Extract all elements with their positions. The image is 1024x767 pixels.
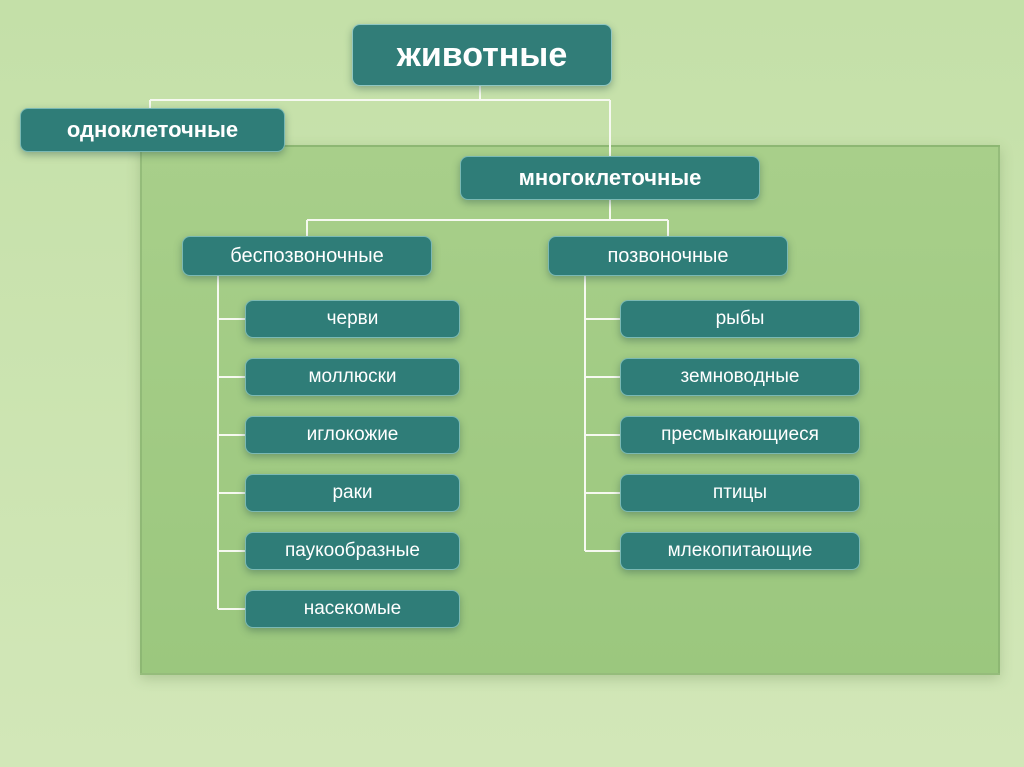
leaf-node: паукообразные — [245, 532, 460, 570]
root-node: животные — [352, 24, 612, 86]
node-invertebrates: беспозвоночные — [182, 236, 432, 276]
node-label: позвоночные — [607, 245, 728, 268]
leaf-label: земноводные — [680, 366, 799, 388]
leaf-label: птицы — [713, 482, 767, 504]
leaf-node: рыбы — [620, 300, 860, 338]
leaf-node: земноводные — [620, 358, 860, 396]
node-vertebrates: позвоночные — [548, 236, 788, 276]
node-label: многоклеточные — [519, 165, 702, 191]
leaf-label: иглокожие — [307, 424, 399, 446]
leaf-label: раки — [332, 482, 372, 504]
leaf-node: птицы — [620, 474, 860, 512]
leaf-label: рыбы — [716, 308, 765, 330]
leaf-node: раки — [245, 474, 460, 512]
leaf-node: млекопитающие — [620, 532, 860, 570]
leaf-node: моллюски — [245, 358, 460, 396]
leaf-node: иглокожие — [245, 416, 460, 454]
leaf-label: паукообразные — [285, 540, 420, 562]
root-label: животные — [397, 36, 568, 75]
leaf-label: насекомые — [304, 598, 402, 620]
node-label: одноклеточные — [67, 117, 238, 143]
node-unicellular: одноклеточные — [20, 108, 285, 152]
node-label: беспозвоночные — [230, 245, 383, 268]
leaf-label: черви — [327, 308, 379, 330]
leaf-node: черви — [245, 300, 460, 338]
leaf-node: насекомые — [245, 590, 460, 628]
leaf-label: млекопитающие — [668, 540, 813, 562]
leaf-label: пресмыкающиеся — [661, 424, 819, 446]
node-multicellular: многоклеточные — [460, 156, 760, 200]
leaf-label: моллюски — [308, 366, 396, 388]
leaf-node: пресмыкающиеся — [620, 416, 860, 454]
